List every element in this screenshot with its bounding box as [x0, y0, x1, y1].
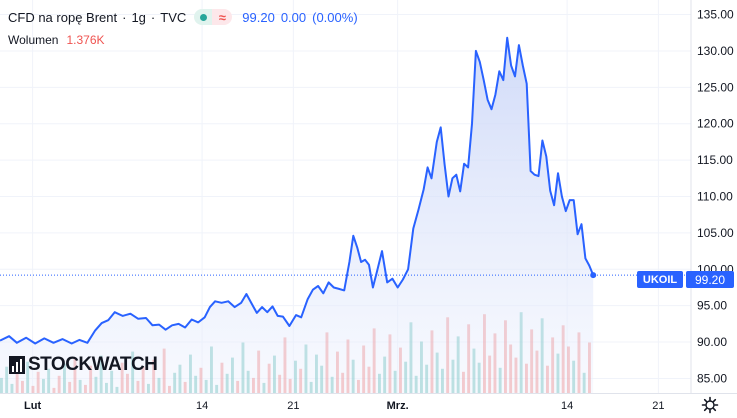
change-percent-value: (0.00%)	[312, 9, 358, 25]
legend-separator: ·	[150, 9, 156, 25]
x-tick-label: Mrz.	[387, 400, 409, 412]
time-axis[interactable]: Lut 14 21 Mrz. 14 21	[24, 400, 664, 412]
volume-legend: Wolumen 1.376K	[8, 33, 105, 47]
x-tick-label: 14	[561, 400, 573, 412]
last-price-marker	[590, 272, 597, 279]
legend-separator: ·	[122, 9, 127, 25]
y-tick-label: 95.00	[697, 299, 727, 313]
x-tick-label: 21	[287, 400, 299, 412]
source-label: TVC	[160, 9, 187, 25]
stockwatch-logo-icon	[9, 356, 25, 374]
y-tick-label: 120.00	[697, 117, 734, 131]
price-axis[interactable]: 135.00 130.00 125.00 120.00 115.00 110.00 105.…	[697, 8, 734, 386]
y-tick-label: 85.00	[697, 371, 727, 385]
x-tick-label: Lut	[24, 400, 41, 412]
y-tick-label: 135.00	[697, 8, 734, 22]
y-tick-label: 110.00	[697, 190, 733, 204]
x-tick-label: 21	[652, 400, 664, 412]
price-badge-value: 99.20	[686, 271, 734, 288]
gear-icon[interactable]	[701, 396, 719, 414]
wave-icon[interactable]: ≈	[212, 9, 233, 25]
interval-label[interactable]: 1g	[131, 9, 146, 25]
last-price-value: 99.20	[242, 9, 275, 25]
watermark-text: STOCKWATCH	[28, 354, 158, 375]
y-tick-label: 105.00	[697, 226, 734, 240]
x-tick-label: 14	[196, 400, 208, 412]
chart-legend: CFD na ropę Brent · 1g · TVC ≈ 99.20 0.0…	[8, 9, 364, 25]
volume-value: 1.376K	[66, 33, 105, 47]
price-line	[0, 36, 595, 345]
change-value: 0.00	[280, 9, 307, 25]
y-tick-label: 115.00	[697, 153, 733, 167]
status-pill[interactable]: ≈	[194, 9, 233, 25]
y-tick-label: 90.00	[697, 335, 727, 349]
symbol-name[interactable]: CFD na ropę Brent	[8, 9, 118, 25]
eye-dot-icon[interactable]	[194, 9, 213, 25]
price-badge-symbol: UKOIL	[637, 271, 683, 288]
stockwatch-watermark: STOCKWATCH	[8, 352, 158, 378]
price-area-fill	[0, 37, 594, 394]
volume-label[interactable]: Wolumen	[8, 33, 59, 47]
y-tick-label: 130.00	[697, 44, 734, 58]
y-tick-label: 125.00	[697, 80, 734, 94]
